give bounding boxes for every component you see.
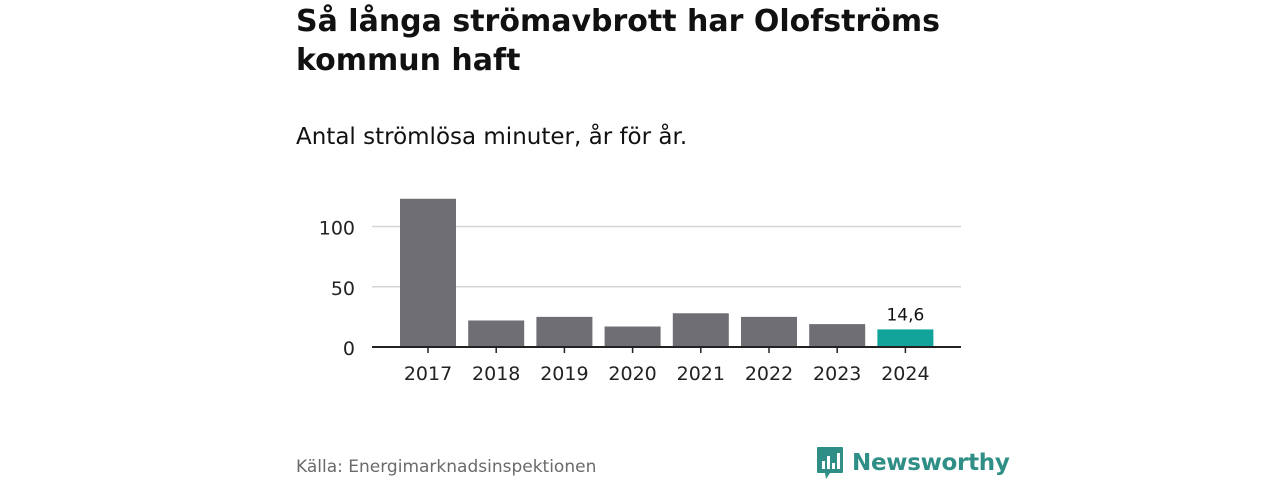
bar-2023	[809, 324, 866, 347]
brand-icon-bar	[837, 453, 840, 469]
bar-2019	[536, 316, 593, 347]
brand-icon-bar	[827, 456, 830, 469]
y-tick-label: 50	[331, 278, 355, 300]
x-tick-label: 2019	[540, 363, 588, 385]
y-tick-label: 0	[343, 338, 355, 360]
x-tick-label: 2021	[677, 363, 725, 385]
x-tick-label: 2024	[881, 363, 929, 385]
bar-2018	[468, 320, 525, 347]
x-tick-label: 2017	[404, 363, 452, 385]
bar-2022	[741, 316, 797, 347]
source-note: Källa: Energimarknadsinspektionen	[296, 457, 597, 477]
chart-subtitle: Antal strömlösa minuter, år för år.	[296, 124, 688, 150]
data-label: 14,6	[886, 305, 924, 325]
brand-icon-bar	[832, 463, 835, 469]
brand-logo: Newsworthy	[816, 446, 1010, 480]
x-tick-label: 2020	[608, 363, 656, 385]
x-tick-label: 2023	[813, 363, 861, 385]
brand-icon-bar	[822, 461, 825, 469]
y-tick-label: 100	[319, 218, 355, 240]
chart-title: Så långa strömavbrott har Olofströms kom…	[296, 4, 941, 78]
bar-2021	[672, 313, 729, 347]
x-tick-label: 2018	[472, 363, 520, 385]
x-tick-label: 2022	[745, 363, 793, 385]
bar-2017	[400, 198, 456, 347]
bar-2020	[604, 326, 661, 347]
bar-2024	[877, 329, 934, 347]
bar-chart-speech-bubble-icon	[817, 447, 843, 479]
brand-name: Newsworthy	[852, 450, 1010, 476]
